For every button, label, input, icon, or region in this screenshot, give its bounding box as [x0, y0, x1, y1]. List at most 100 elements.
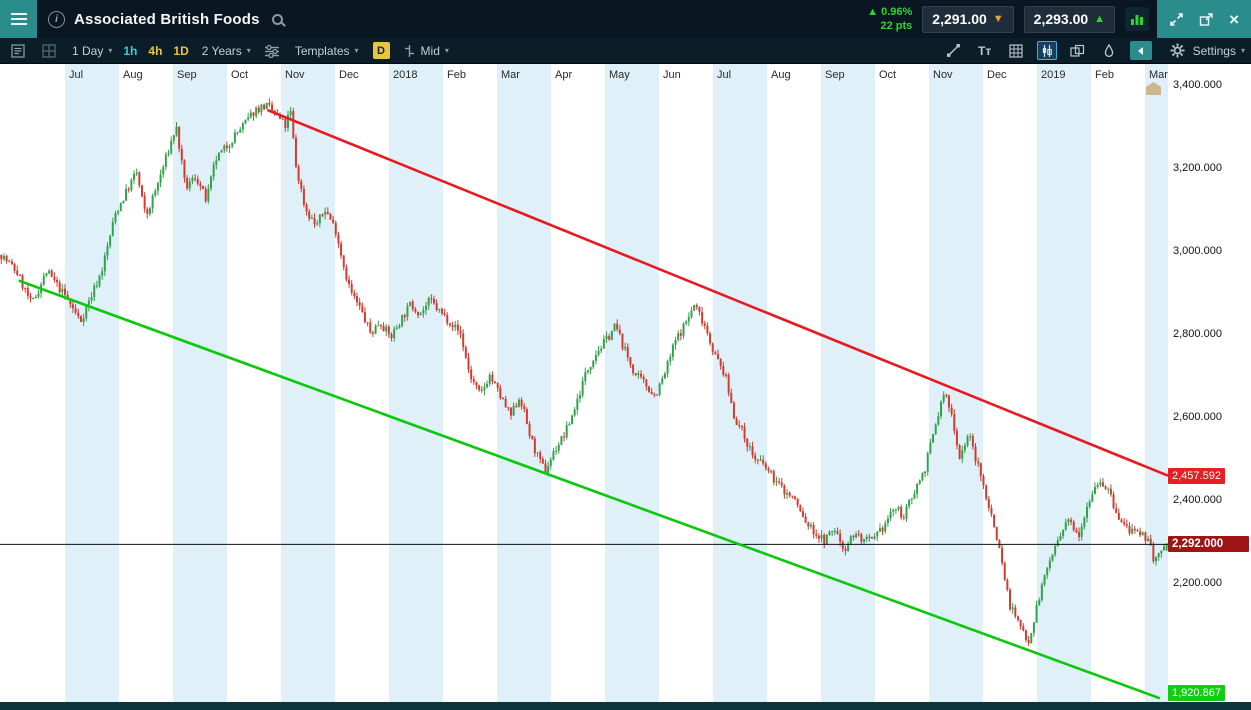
range-label: 2 Years: [201, 43, 242, 58]
text-tool-button[interactable]: Tт: [975, 41, 995, 60]
candle: [515, 405, 518, 407]
period-dropdown[interactable]: 1 Day ▾: [72, 44, 112, 58]
candle: [45, 273, 48, 277]
candle: [260, 104, 263, 113]
candlestick-style-button[interactable]: [1036, 41, 1057, 60]
candle: [164, 154, 167, 167]
compare-windows-button[interactable]: [1068, 41, 1088, 60]
collapse-panel-button[interactable]: [1129, 41, 1152, 60]
order-ticket-button[interactable]: [8, 41, 28, 60]
candle: [563, 436, 566, 438]
candle: [199, 183, 202, 187]
candle: [300, 181, 303, 189]
candle: [950, 407, 953, 414]
candle: [1011, 607, 1014, 610]
candle: [555, 450, 558, 452]
candle: [1149, 538, 1152, 546]
candle: [448, 323, 451, 326]
candle: [16, 270, 19, 275]
candle: [525, 409, 528, 424]
candle: [953, 413, 956, 431]
price-mid-dropdown[interactable]: Mid ▾: [403, 44, 449, 58]
close-icon: ×: [1229, 9, 1239, 29]
month-labels: Jul Aug Sep Oct Nov Dec 2018 Feb Mar Apr May Jun Jul…: [69, 69, 1168, 81]
candle: [1040, 584, 1043, 600]
current-price-tag: 2,292.000: [1168, 536, 1249, 553]
candle: [969, 436, 972, 438]
candle: [151, 195, 154, 209]
trendline-tool-button[interactable]: [944, 41, 964, 60]
document-icon: [11, 43, 25, 58]
month-label: Oct: [231, 69, 248, 81]
candle: [897, 507, 900, 510]
candle: [770, 470, 773, 472]
buy-price-button[interactable]: 2,293.00 ▲: [1023, 5, 1116, 33]
fill-color-button[interactable]: [1099, 41, 1119, 60]
candle: [916, 483, 919, 494]
candle: [746, 438, 749, 447]
candle: [549, 459, 552, 466]
candle: [467, 357, 470, 370]
candle: [1123, 522, 1126, 525]
settings-dropdown[interactable]: Settings ▾: [1193, 44, 1245, 58]
candle: [1022, 626, 1025, 631]
candle: [324, 211, 327, 215]
candle: [961, 450, 964, 459]
mini-chart-button[interactable]: [1125, 7, 1150, 31]
gridlines-toggle-button[interactable]: [1006, 41, 1026, 60]
candle: [613, 323, 616, 331]
candle: [892, 509, 895, 512]
candle: [217, 152, 220, 161]
candle: [440, 308, 443, 314]
trendline-resistance[interactable]: [266, 108, 1168, 477]
trendline-support[interactable]: [18, 279, 1161, 700]
candle: [294, 137, 297, 167]
search-button[interactable]: [271, 13, 283, 25]
candle: [37, 293, 40, 297]
candle: [732, 402, 735, 419]
range-dropdown[interactable]: 2 Years ▾: [202, 44, 251, 58]
templates-dropdown[interactable]: Templates ▾: [295, 44, 359, 58]
popout-button[interactable]: [1199, 12, 1214, 27]
candle: [602, 339, 605, 349]
candle: [608, 336, 611, 340]
candle: [432, 298, 435, 304]
candle: [547, 465, 550, 473]
settings-gear[interactable]: [1168, 41, 1188, 60]
month-label: Dec: [339, 69, 359, 81]
candle: [56, 279, 59, 283]
candle: [722, 365, 725, 375]
candle: [119, 203, 122, 212]
menu-button[interactable]: [0, 0, 37, 38]
daily-badge[interactable]: D: [372, 42, 390, 59]
candle: [194, 178, 197, 180]
candle: [661, 378, 664, 384]
candle: [292, 111, 295, 138]
info-button[interactable]: i: [48, 10, 65, 28]
candle: [1009, 589, 1012, 610]
layout-grid-button[interactable]: [39, 41, 59, 60]
timeframe-1d-button[interactable]: 1D: [173, 43, 189, 58]
candle: [69, 299, 72, 305]
timeframe-1h-button[interactable]: 1h: [123, 43, 138, 58]
candle: [109, 235, 112, 246]
sell-price-button[interactable]: 2,291.00 ▼: [922, 5, 1014, 33]
candle: [796, 498, 799, 506]
settings-label: Settings: [1192, 43, 1236, 58]
month-stripe: [65, 64, 119, 702]
month-label: Aug: [771, 69, 791, 81]
chart-area[interactable]: Jul Aug Sep Oct Nov Dec 2018 Feb Mar Apr May Jun Jul…: [0, 64, 1168, 702]
candle: [409, 301, 412, 306]
candle: [517, 399, 520, 407]
price-axis[interactable]: 3,400.000 3,200.000 3,000.000 2,800.000 2,60…: [1168, 64, 1251, 702]
indicator-settings-button[interactable]: [262, 41, 282, 60]
expand-button[interactable]: [1169, 12, 1184, 27]
close-button[interactable]: ×: [1229, 11, 1239, 28]
timeframe-4h-button[interactable]: 4h: [148, 43, 163, 58]
candle: [921, 473, 924, 481]
candle: [809, 524, 812, 527]
candle: [1078, 532, 1081, 537]
candle: [302, 188, 305, 205]
candle: [1014, 607, 1017, 617]
scroll-to-latest-marker-icon[interactable]: [1146, 82, 1161, 95]
